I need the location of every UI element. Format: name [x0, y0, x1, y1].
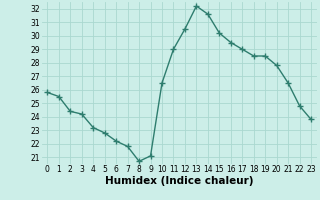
X-axis label: Humidex (Indice chaleur): Humidex (Indice chaleur) [105, 176, 253, 186]
